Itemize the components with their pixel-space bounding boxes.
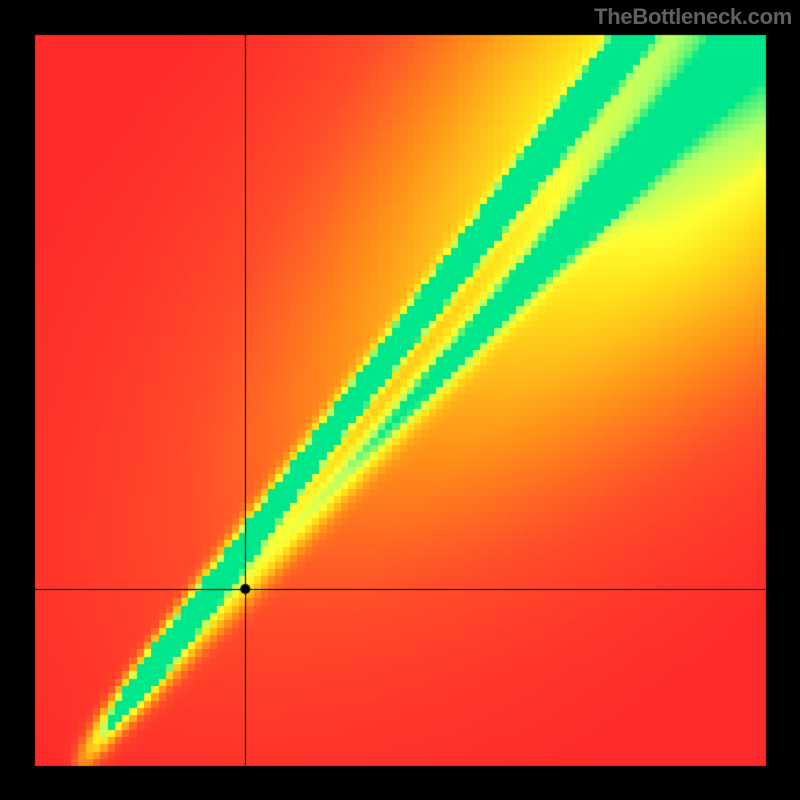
chart-container: TheBottleneck.com (0, 0, 800, 800)
watermark-text: TheBottleneck.com (594, 4, 792, 30)
heatmap-canvas (0, 0, 800, 800)
